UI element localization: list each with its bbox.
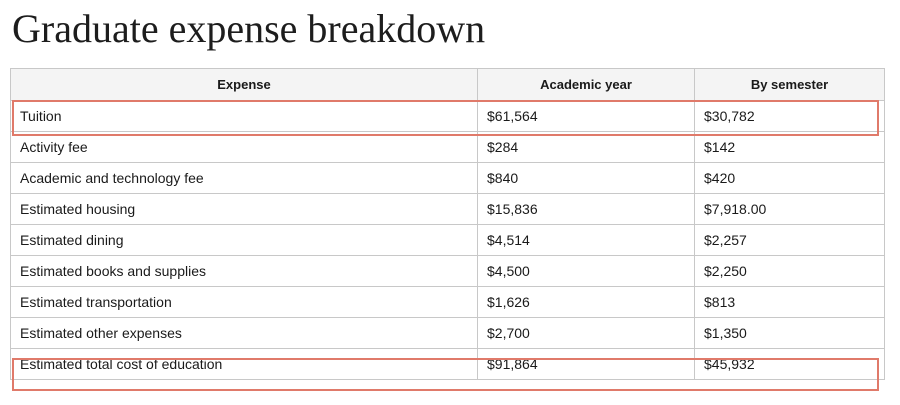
academic-year-cell: $4,514 bbox=[477, 224, 695, 256]
by-semester-cell: $30,782 bbox=[694, 100, 885, 132]
by-semester-cell: $1,350 bbox=[694, 317, 885, 349]
column-header-by-semester: By semester bbox=[694, 68, 885, 101]
academic-year-cell: $4,500 bbox=[477, 255, 695, 287]
expense-cell: Estimated total cost of education bbox=[10, 348, 478, 380]
column-header-expense: Expense bbox=[10, 68, 478, 101]
expense-cell: Estimated other expenses bbox=[10, 317, 478, 349]
page-title: Graduate expense breakdown bbox=[12, 6, 486, 51]
expense-table-container: Expense Academic year By semester Tuitio… bbox=[10, 68, 885, 380]
by-semester-cell: $45,932 bbox=[694, 348, 885, 380]
expense-cell: Estimated housing bbox=[10, 193, 478, 225]
table-row: Activity fee $284 $142 bbox=[10, 131, 885, 163]
academic-year-cell: $2,700 bbox=[477, 317, 695, 349]
expense-cell: Estimated dining bbox=[10, 224, 478, 256]
by-semester-cell: $2,250 bbox=[694, 255, 885, 287]
table-row: Estimated dining $4,514 $2,257 bbox=[10, 224, 885, 256]
table-row: Estimated total cost of education $91,86… bbox=[10, 348, 885, 380]
by-semester-cell: $813 bbox=[694, 286, 885, 318]
by-semester-cell: $2,257 bbox=[694, 224, 885, 256]
academic-year-cell: $1,626 bbox=[477, 286, 695, 318]
table-row: Tuition $61,564 $30,782 bbox=[10, 100, 885, 132]
expense-cell: Estimated transportation bbox=[10, 286, 478, 318]
table-row: Academic and technology fee $840 $420 bbox=[10, 162, 885, 194]
by-semester-cell: $142 bbox=[694, 131, 885, 163]
expense-cell: Academic and technology fee bbox=[10, 162, 478, 194]
academic-year-cell: $91,864 bbox=[477, 348, 695, 380]
table-row: Estimated housing $15,836 $7,918.00 bbox=[10, 193, 885, 225]
by-semester-cell: $7,918.00 bbox=[694, 193, 885, 225]
academic-year-cell: $61,564 bbox=[477, 100, 695, 132]
table-row: Estimated books and supplies $4,500 $2,2… bbox=[10, 255, 885, 287]
academic-year-cell: $15,836 bbox=[477, 193, 695, 225]
expense-cell: Estimated books and supplies bbox=[10, 255, 478, 287]
column-header-academic-year: Academic year bbox=[477, 68, 695, 101]
expense-table: Expense Academic year By semester Tuitio… bbox=[10, 68, 885, 380]
by-semester-cell: $420 bbox=[694, 162, 885, 194]
academic-year-cell: $284 bbox=[477, 131, 695, 163]
table-header-row: Expense Academic year By semester bbox=[10, 68, 885, 101]
expense-cell: Tuition bbox=[10, 100, 478, 132]
academic-year-cell: $840 bbox=[477, 162, 695, 194]
table-row: Estimated other expenses $2,700 $1,350 bbox=[10, 317, 885, 349]
expense-cell: Activity fee bbox=[10, 131, 478, 163]
table-row: Estimated transportation $1,626 $813 bbox=[10, 286, 885, 318]
